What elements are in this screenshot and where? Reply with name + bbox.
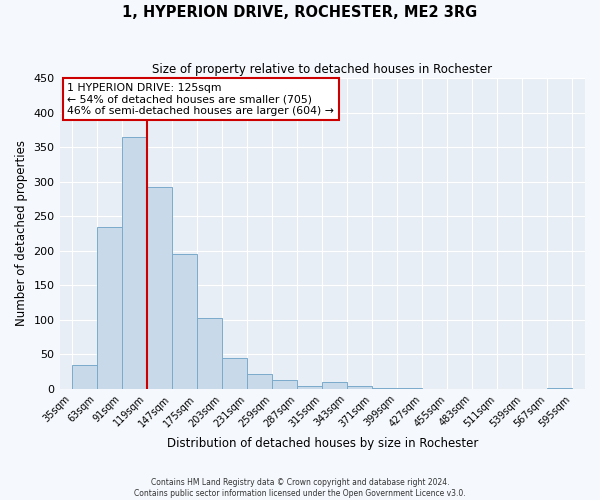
Bar bbox=[347, 386, 373, 389]
X-axis label: Distribution of detached houses by size in Rochester: Distribution of detached houses by size … bbox=[167, 437, 478, 450]
Bar bbox=[272, 380, 297, 389]
Text: Contains HM Land Registry data © Crown copyright and database right 2024.
Contai: Contains HM Land Registry data © Crown c… bbox=[134, 478, 466, 498]
Bar bbox=[373, 388, 397, 389]
Bar bbox=[72, 364, 97, 389]
Bar bbox=[322, 382, 347, 389]
Bar bbox=[172, 254, 197, 389]
Bar bbox=[97, 226, 122, 389]
Bar bbox=[397, 388, 422, 389]
Bar bbox=[297, 386, 322, 389]
Bar bbox=[547, 388, 572, 389]
Text: 1, HYPERION DRIVE, ROCHESTER, ME2 3RG: 1, HYPERION DRIVE, ROCHESTER, ME2 3RG bbox=[122, 5, 478, 20]
Y-axis label: Number of detached properties: Number of detached properties bbox=[15, 140, 28, 326]
Bar bbox=[147, 186, 172, 389]
Title: Size of property relative to detached houses in Rochester: Size of property relative to detached ho… bbox=[152, 62, 493, 76]
Bar bbox=[197, 318, 222, 389]
Bar bbox=[122, 137, 147, 389]
Bar bbox=[247, 374, 272, 389]
Text: 1 HYPERION DRIVE: 125sqm
← 54% of detached houses are smaller (705)
46% of semi-: 1 HYPERION DRIVE: 125sqm ← 54% of detach… bbox=[67, 82, 334, 116]
Bar bbox=[222, 358, 247, 389]
